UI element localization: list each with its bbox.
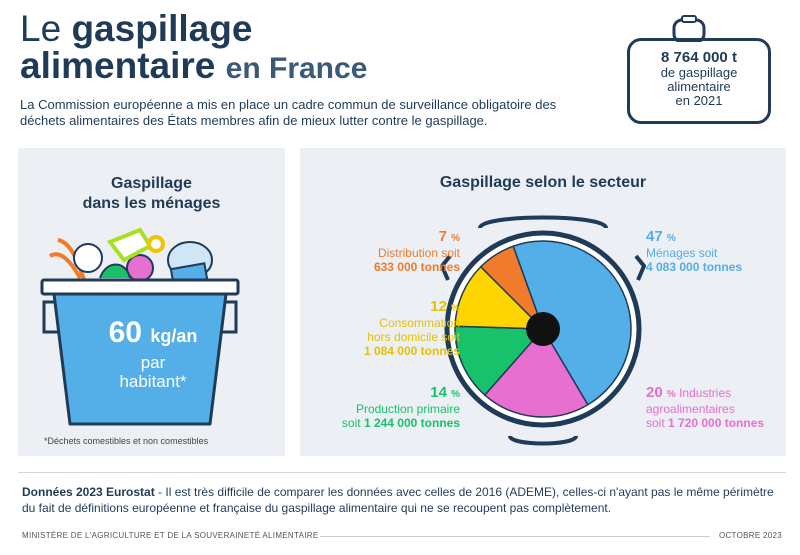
source-text: - Il est très difficile de comparer les … bbox=[22, 485, 774, 515]
title-part-gaspillage: gaspillage bbox=[71, 8, 253, 49]
households-panel: Gaspillage dans les ménages 60 kg/an par… bbox=[18, 148, 285, 456]
sector-consommation: 12 % Consommation hors domicile soit 1 0… bbox=[363, 298, 460, 358]
title-part-le: Le bbox=[20, 8, 72, 49]
footer-ministry: MINISTÈRE DE L'AGRICULTURE ET DE LA SOUV… bbox=[22, 531, 319, 540]
pie-slice-menages bbox=[512, 240, 632, 406]
sector-industries-amount: 1 720 000 tonnes bbox=[668, 416, 765, 430]
footer-rule bbox=[320, 536, 710, 537]
badge-text-1: de gaspillage bbox=[660, 65, 738, 80]
sector-production-amount: 1 244 000 tonnes bbox=[363, 416, 460, 430]
sector-industries-pct: 20 bbox=[646, 384, 663, 401]
sector-production-pct: 14 bbox=[430, 384, 447, 401]
sector-consommation-label-1: Consommation bbox=[379, 316, 460, 330]
sector-distribution-pct: 7 bbox=[438, 228, 447, 245]
households-per-person: habitant* bbox=[119, 372, 187, 391]
source-note: Données 2023 Eurostat - Il est très diff… bbox=[22, 484, 782, 516]
sector-consommation-pct: 12 bbox=[430, 298, 447, 315]
divider bbox=[18, 472, 786, 473]
weight-handle-icon bbox=[672, 15, 706, 42]
pie-slice-industries-agroalimentaires bbox=[483, 327, 589, 418]
pie-slice-distribution bbox=[479, 245, 544, 330]
sector-industries: 20 % Industries agroalimentaires soit 1 … bbox=[646, 384, 765, 430]
pie-center bbox=[526, 312, 560, 346]
households-per: par bbox=[140, 353, 166, 372]
pie-slices bbox=[454, 240, 632, 418]
households-title-2: dans les ménages bbox=[82, 195, 221, 212]
total-waste-value: 8 764 000 t bbox=[661, 49, 737, 66]
pie-slice-production-primaire bbox=[454, 325, 545, 397]
sector-menages: 47 % Ménages soit 4 083 000 tonnes bbox=[646, 228, 743, 274]
bucket-illustration bbox=[40, 227, 240, 426]
households-title: Gaspillage dans les ménages bbox=[18, 174, 285, 214]
page-title: Le gaspillage alimentaire en France bbox=[20, 10, 367, 84]
sector-distribution-label: Distribution soit bbox=[377, 246, 460, 260]
sector-production: 14 % Production primaire soit 1 244 000 … bbox=[341, 384, 460, 430]
badge-text-2: alimentaire bbox=[667, 79, 731, 94]
badge-text-3: en 2021 bbox=[675, 93, 723, 108]
sector-production-label: Production primaire bbox=[355, 402, 460, 416]
households-title-1: Gaspillage bbox=[111, 175, 192, 192]
title-part-alimentaire: alimentaire bbox=[20, 45, 226, 86]
households-value: 60 kg/an bbox=[108, 316, 198, 349]
sector-distribution: 7 % Distribution soit 633 000 tonnes bbox=[373, 228, 460, 274]
sector-industries-label-2: agroalimentaires bbox=[646, 402, 735, 416]
pot-pie-chart bbox=[440, 215, 646, 446]
intro-text: La Commission européenne a mis en place … bbox=[20, 97, 557, 128]
sectors-panel: Gaspillage selon le secteur 7 % Distribu… bbox=[300, 148, 786, 456]
title-part-en-france: en France bbox=[225, 52, 368, 85]
sector-menages-pct: 47 bbox=[646, 228, 663, 245]
footer-date: OCTOBRE 2023 bbox=[718, 531, 782, 540]
sector-menages-label: Ménages soit bbox=[646, 246, 718, 260]
source-title: Données 2023 Eurostat bbox=[22, 485, 155, 499]
sector-consommation-label-2: hors domicile soit bbox=[367, 330, 460, 344]
households-footnote: *Déchets comestibles et non comestibles bbox=[44, 436, 209, 446]
sectors-title: Gaspillage selon le secteur bbox=[439, 174, 647, 191]
sector-industries-label-1: Industries bbox=[675, 386, 732, 400]
sector-menages-amount: 4 083 000 tonnes bbox=[646, 260, 743, 274]
sector-consommation-amount: 1 084 000 tonnes bbox=[363, 344, 460, 358]
total-waste-badge: 8 764 000 t de gaspillage alimentaire en… bbox=[627, 38, 771, 124]
food-icons bbox=[48, 227, 213, 287]
pie-slice-consommation-hors-domicile bbox=[454, 265, 545, 330]
sector-distribution-amount: 633 000 tonnes bbox=[373, 260, 460, 274]
